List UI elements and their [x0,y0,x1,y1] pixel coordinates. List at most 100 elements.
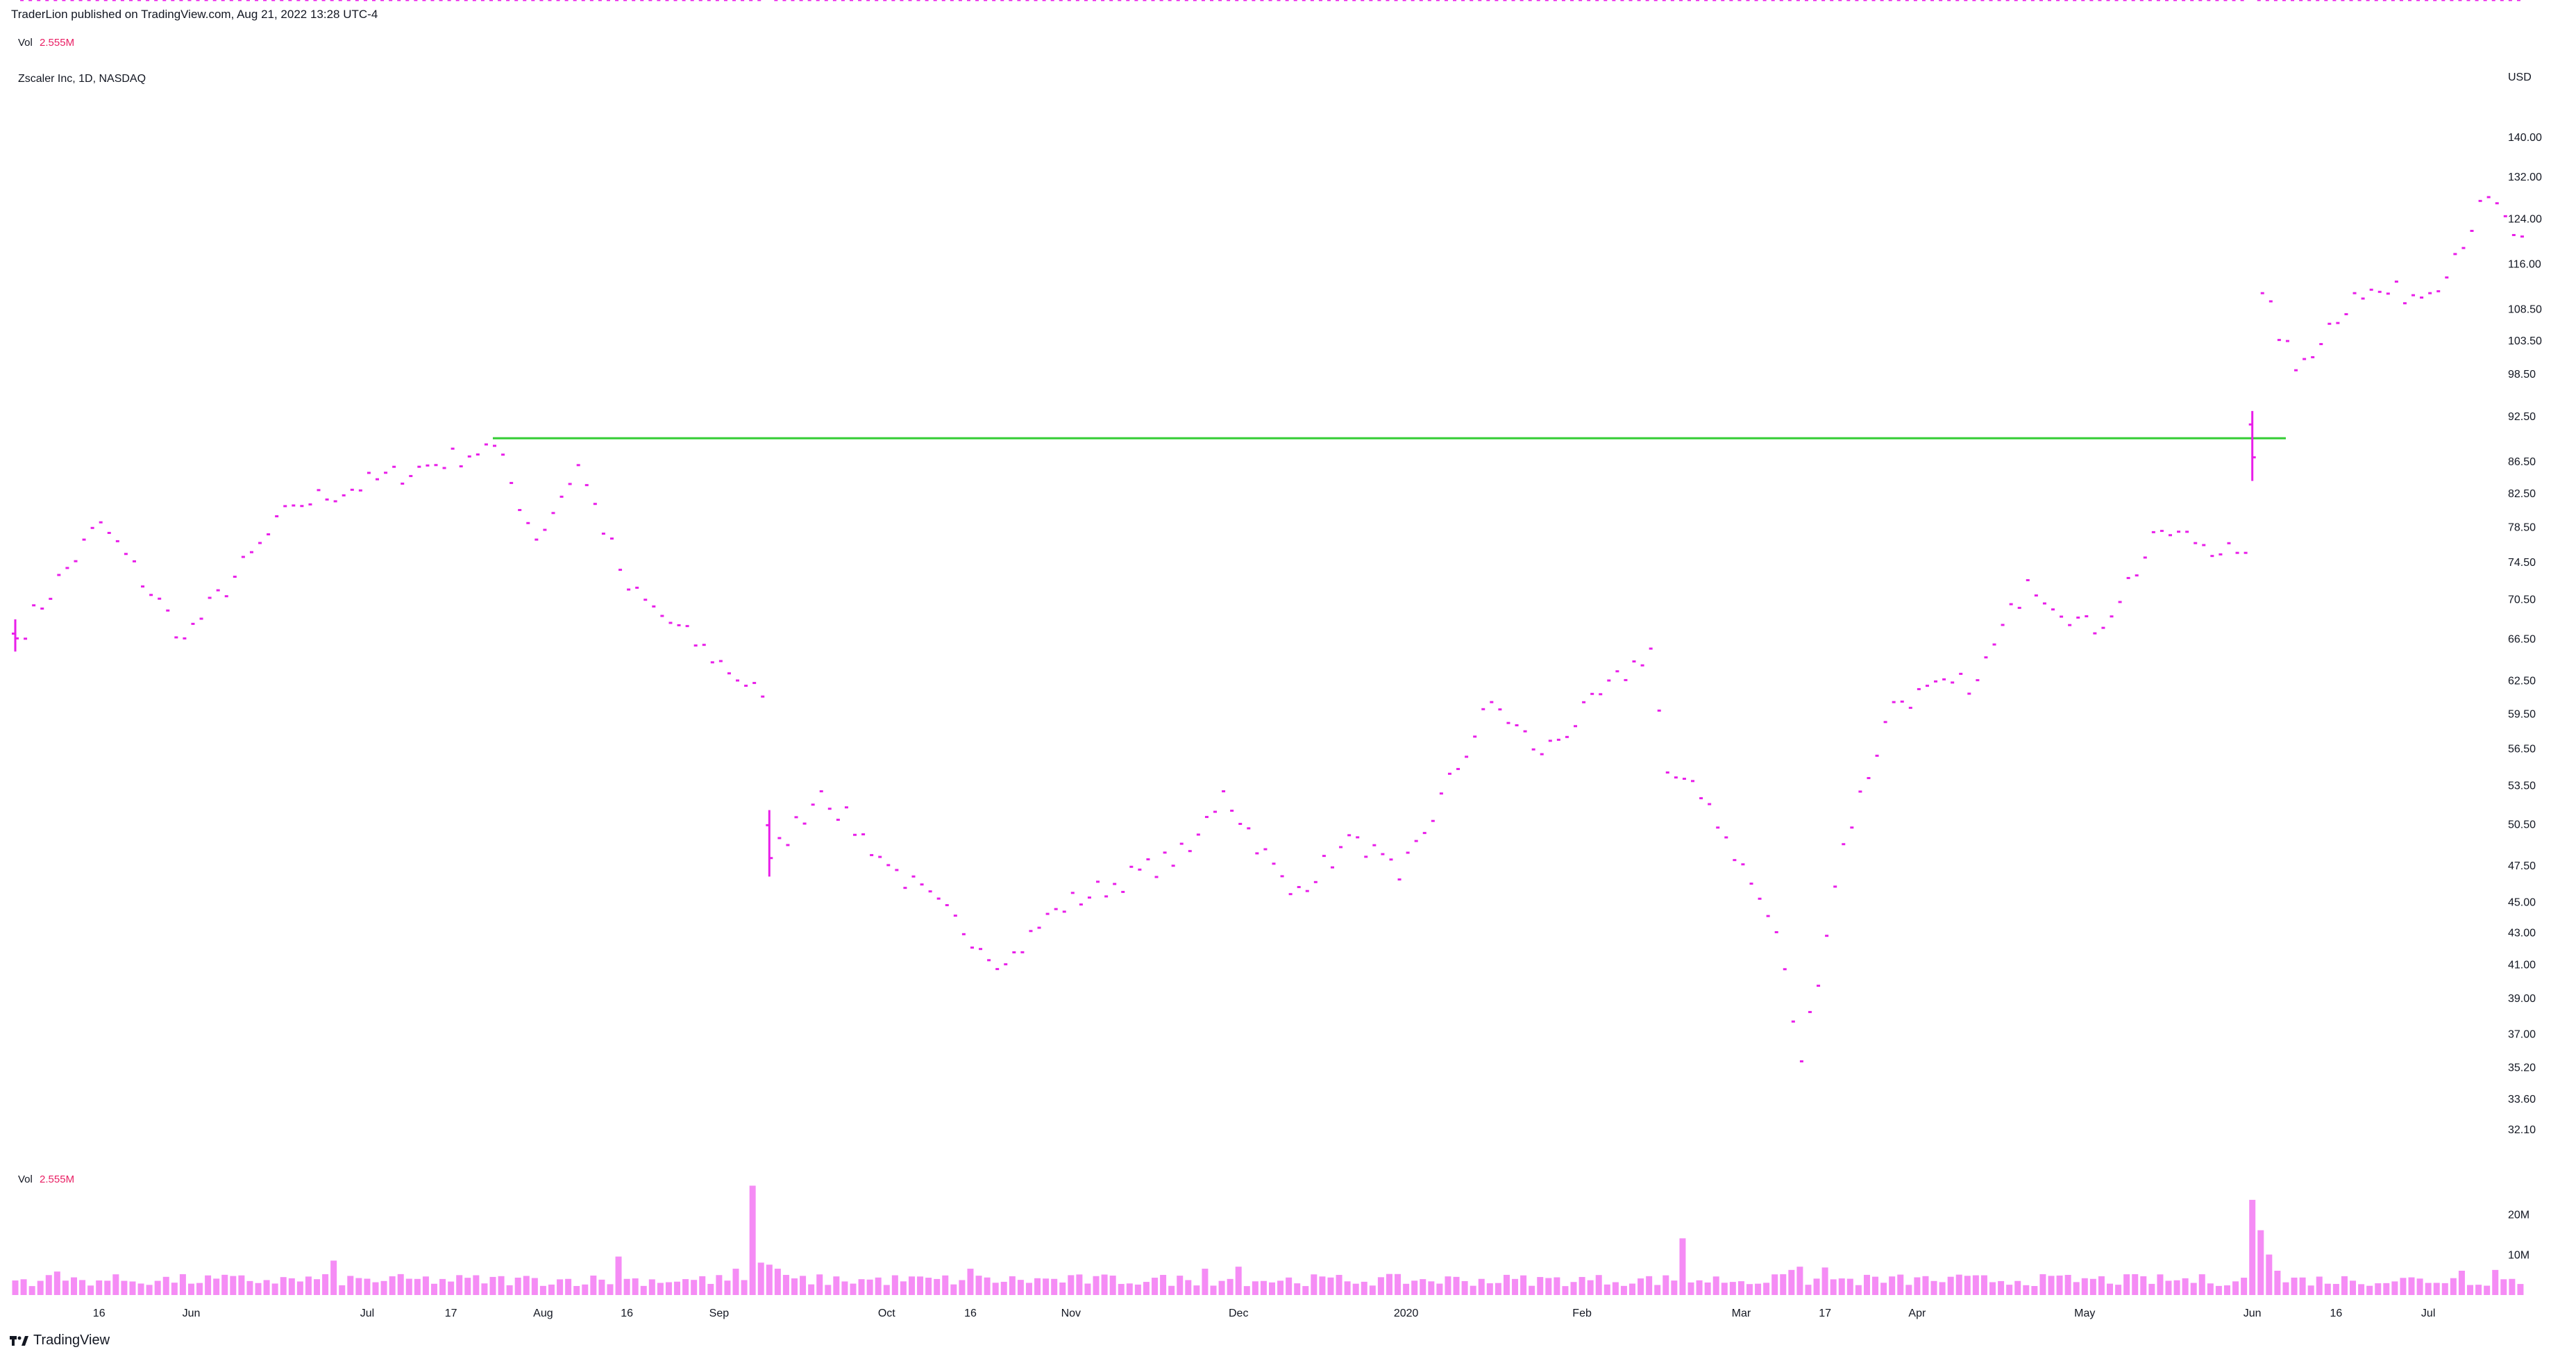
volume-bar [2207,1283,2214,1295]
ohlc-bar [2500,0,2507,217]
volume-bar [1629,1283,1636,1295]
volume-bar [1403,1283,1410,1295]
volume-bar [280,1277,287,1295]
ohlc-bar [12,619,19,652]
ohlc-bar [1327,0,1334,869]
ohlc-bar [1939,0,1946,680]
ohlc-bar [1553,0,1560,741]
ohlc-bar [1369,0,1377,846]
volume-bar [464,1278,471,1295]
volume-bar [2500,1279,2507,1295]
price-tick-label: 124.00 [2508,214,2542,226]
volume-bar [1512,1278,1519,1295]
volume-bar [565,1278,572,1295]
volume-bar [1955,1274,1962,1295]
volume-bar [741,1280,748,1295]
ohlc-bar [858,0,866,836]
volume-bar [179,1274,186,1295]
ohlc-bar [1645,0,1653,650]
ohlc-bar [648,0,656,608]
volume-bar [314,1279,321,1295]
ohlc-bar [1461,0,1469,758]
ohlc-bar [1025,0,1033,933]
volume-bar [355,1278,362,1295]
ohlc-bar [187,0,195,625]
volume-bar [1554,1277,1560,1295]
ohlc-bar [1101,0,1109,898]
ohlc-bar [1017,0,1025,953]
ohlc-bar [908,0,916,878]
volume-bar [1017,1280,1024,1295]
published-caption: TraderLion published on TradingView.com,… [11,8,378,21]
volume-bar [984,1277,991,1295]
volume-bar [2006,1285,2013,1295]
volume-bar [347,1276,354,1295]
ohlc-bar [1009,0,1016,953]
ohlc-bar [1318,0,1326,858]
volume-bar [1562,1286,1569,1295]
ohlc-bar [1528,0,1535,751]
volume-bar [1152,1278,1159,1295]
ohlc-bar [1754,0,1762,900]
price-tick-label: 108.50 [2508,303,2542,315]
ohlc-bar [146,0,153,596]
volume-bar [2341,1276,2348,1295]
ohlc-bar [1470,0,1477,738]
price-tick-label: 50.50 [2508,819,2536,830]
volume-bar [582,1284,589,1295]
ohlc-bar [229,0,237,578]
volume-bar [1805,1285,1812,1295]
volume-bar [1696,1280,1703,1295]
ohlc-bar [263,0,271,536]
volume-bar [1638,1278,1644,1295]
volume-bar [1755,1283,1762,1295]
ohlc-bar [1050,0,1058,910]
ohlc-bar [2382,0,2390,295]
ohlc-bar [816,0,823,793]
ohlc-bar [346,0,354,491]
ohlc-bar [2223,0,2231,544]
volume-bar [657,1283,664,1295]
ohlc-bar [2475,0,2482,202]
volume-bar [330,1260,337,1295]
volume-bar [87,1285,94,1295]
volume-bar [1503,1274,1510,1295]
ohlc-bar [732,0,740,682]
ohlc-bar [414,0,421,468]
ohlc-bar [782,0,790,846]
volume-bar [238,1275,245,1295]
volume-bar [623,1278,630,1295]
ohlc-bar [1972,0,1980,682]
volume-bar [1109,1276,1116,1295]
volume-bar [682,1279,689,1295]
ohlc-bar [514,0,522,511]
ohlc-bar [1285,0,1293,896]
vol-label: Vol [18,37,33,49]
ohlc-bar [1151,0,1159,878]
ohlc-bar [305,0,312,506]
volume-bar [1704,1282,1711,1295]
ohlc-bar [321,0,329,501]
volume-bar [2014,1280,2021,1295]
volume-bar [2484,1285,2491,1295]
volume-bar [2332,1284,2339,1295]
ohlc-bar [1252,0,1259,855]
volume-bar [1587,1280,1594,1295]
ohlc-bar [2399,0,2407,305]
volume-bar [439,1278,446,1295]
volume-bar [1821,1267,1828,1295]
ohlc-bar [2207,0,2214,558]
ohlc-bar [405,0,413,478]
ohlc-bar [1159,0,1167,854]
volume-bar [866,1279,873,1295]
volume-bar [1737,1281,1744,1295]
volume-bar [1889,1276,1896,1295]
ohlc-bar [455,0,463,468]
volume-bar [2115,1285,2122,1295]
price-tick-label: 70.50 [2508,594,2536,606]
volume-bar [1084,1283,1091,1295]
volume-bar [1612,1282,1619,1295]
volume-bar [1780,1274,1787,1295]
ohlc-bar [1034,0,1041,929]
